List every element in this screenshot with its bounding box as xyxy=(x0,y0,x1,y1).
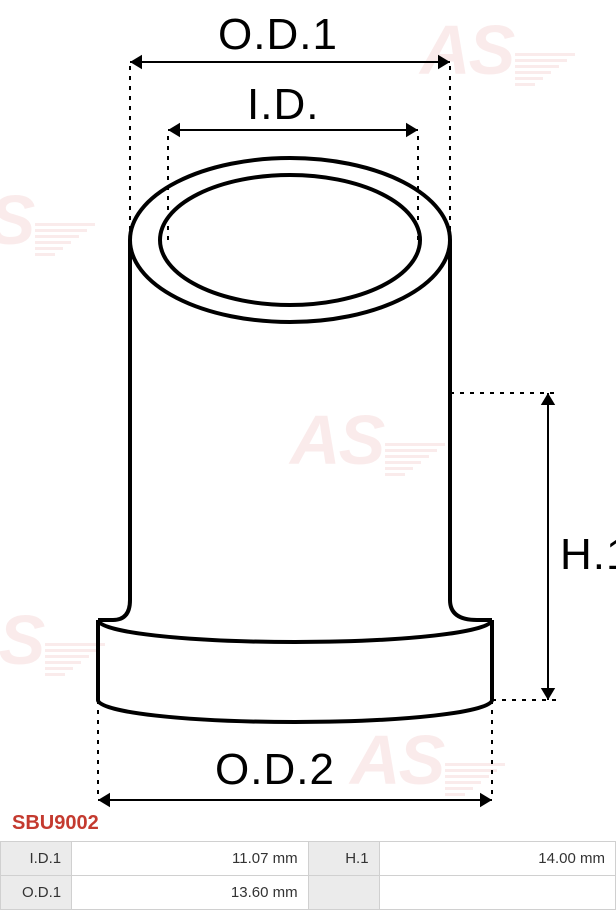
spec-label: H.1 xyxy=(308,842,379,876)
spec-row: I.D.111.07 mmH.114.00 mm xyxy=(1,842,616,876)
spec-row: O.D.113.60 mm xyxy=(1,876,616,910)
spec-label: I.D.1 xyxy=(1,842,72,876)
label-h1: H.1 xyxy=(560,530,616,580)
spec-label xyxy=(308,876,379,910)
spec-value: 14.00 mm xyxy=(379,842,615,876)
product-code: SBU9002 xyxy=(0,812,616,835)
technical-diagram: ASASASASAS O.D.1 I.D. O.D.2 H.1 xyxy=(0,0,616,812)
label-id: I.D. xyxy=(247,80,319,130)
spec-label: O.D.1 xyxy=(1,876,72,910)
spec-table: I.D.111.07 mmH.114.00 mmO.D.113.60 mm xyxy=(0,841,616,910)
spec-value xyxy=(379,876,615,910)
label-od1: O.D.1 xyxy=(218,10,338,60)
spec-value: 13.60 mm xyxy=(72,876,308,910)
spec-value: 11.07 mm xyxy=(72,842,308,876)
label-od2: O.D.2 xyxy=(215,745,335,795)
